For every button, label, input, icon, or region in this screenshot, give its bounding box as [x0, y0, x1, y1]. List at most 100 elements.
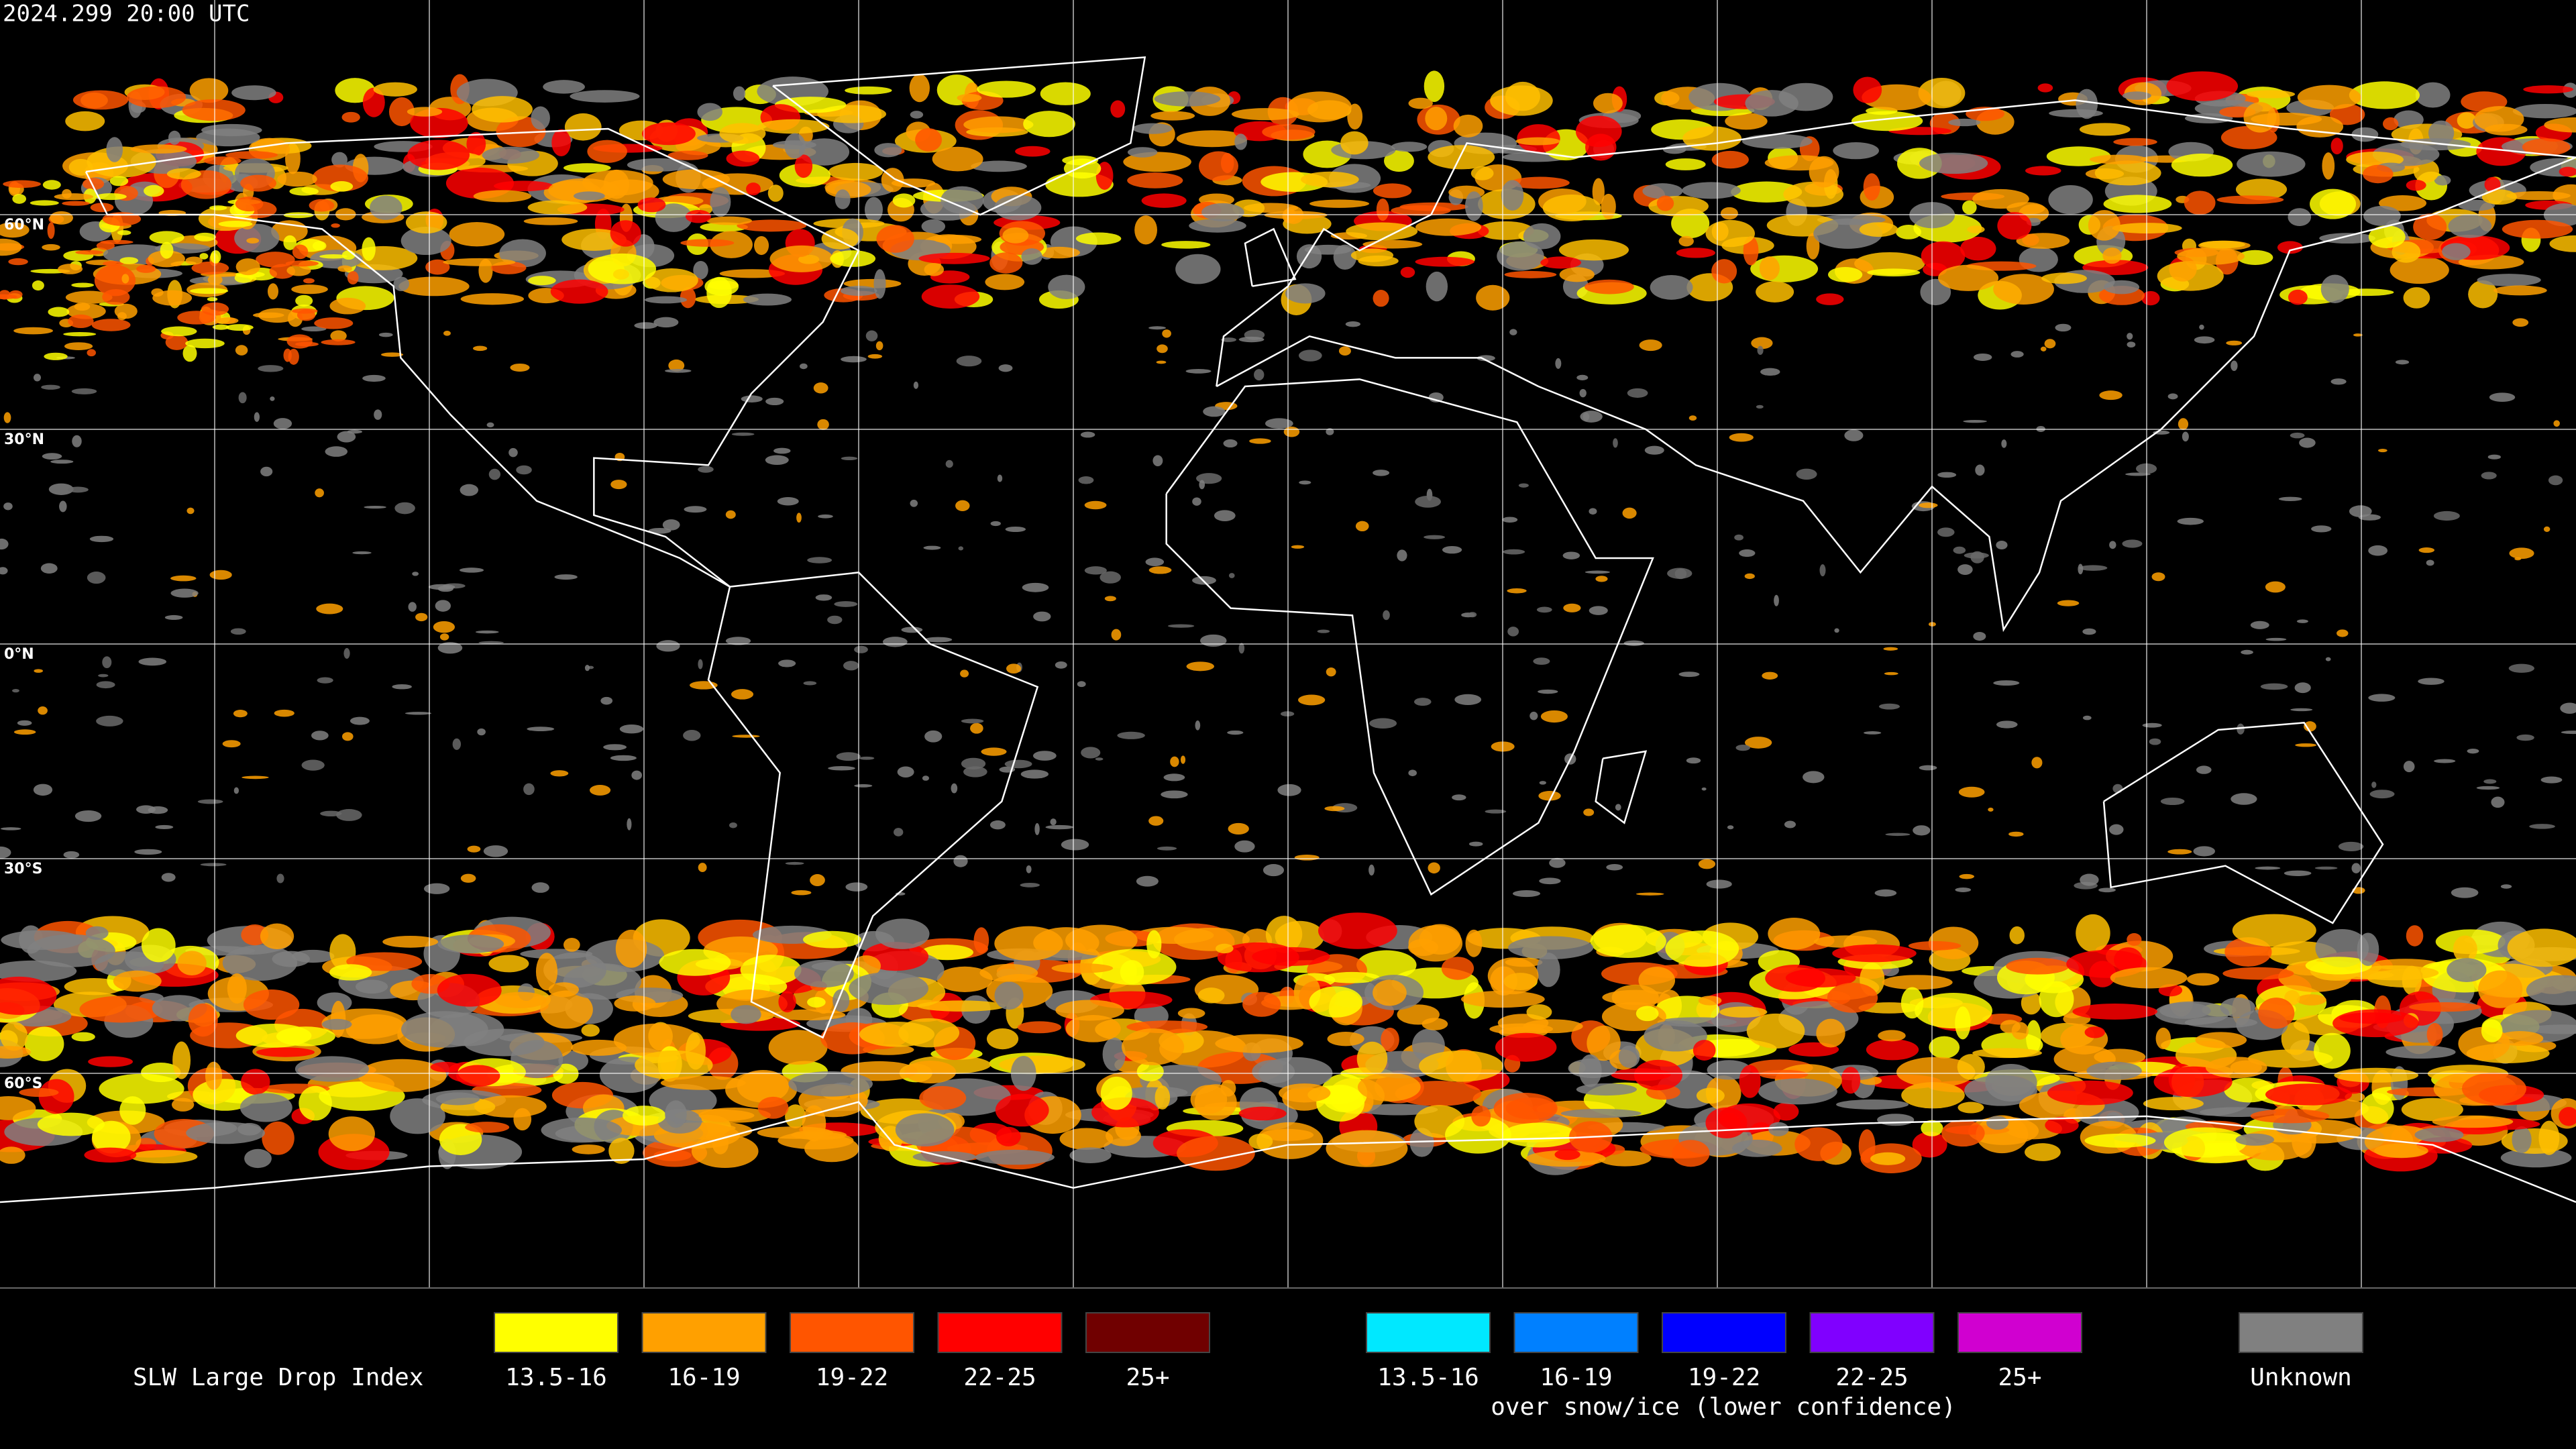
- cloud-patch: [2235, 1133, 2275, 1146]
- cloud-patch: [423, 883, 450, 894]
- cloud-patch: [161, 326, 197, 337]
- cloud-patch: [2265, 581, 2286, 593]
- cloud-patch: [1884, 672, 1898, 676]
- cloud-patch: [329, 297, 366, 315]
- cloud-patch: [1973, 631, 1986, 641]
- cloud-patch: [405, 712, 432, 715]
- cloud-patch: [286, 264, 311, 276]
- cloud-patch: [710, 186, 731, 217]
- cloud-patch: [637, 197, 666, 213]
- cloud-patch: [882, 637, 908, 647]
- cloud-patch: [234, 273, 253, 283]
- cloud-patch: [94, 264, 136, 297]
- cloud-patch: [186, 1122, 265, 1144]
- cloud-patch: [1727, 825, 1734, 830]
- cloud-patch: [664, 369, 692, 373]
- cloud-patch: [2478, 970, 2523, 1008]
- cloud-patch: [1081, 747, 1101, 759]
- cloud-patch: [2237, 250, 2273, 265]
- timestamp: 2024.299 20:00 UTC: [3, 1, 250, 28]
- cloud-patch: [1986, 1116, 2009, 1130]
- cloud-patch: [1542, 195, 1601, 221]
- cloud-patch: [1729, 433, 1754, 442]
- cloud-patch: [662, 169, 731, 190]
- coastline: [707, 572, 1039, 1039]
- cloud-patch: [1739, 1065, 1761, 1098]
- cloud-patch: [743, 293, 792, 306]
- cloud-patch: [1816, 1018, 1845, 1048]
- cloud-patch: [785, 1104, 806, 1129]
- cloud-patch: [449, 221, 505, 247]
- cloud-patch: [2048, 185, 2093, 215]
- cloud-patch: [130, 1150, 198, 1164]
- cloud-patch: [1120, 960, 1144, 985]
- coastline: [1244, 227, 1297, 287]
- cloud-patch: [74, 810, 102, 822]
- cloud-patch: [1682, 182, 1741, 199]
- cloud-patch: [849, 971, 929, 1006]
- cloud-patch: [161, 873, 176, 882]
- cloud-patch: [587, 140, 627, 163]
- cloud-patch: [1896, 1057, 1976, 1087]
- cloud-patch: [330, 181, 354, 192]
- cloud-patch: [319, 254, 347, 259]
- cloud-patch: [170, 575, 197, 582]
- cloud-patch: [1032, 751, 1057, 761]
- cloud-patch: [2559, 1107, 2576, 1126]
- cloud-patch: [1227, 730, 1244, 735]
- cloud-patch: [2461, 1072, 2526, 1105]
- cloud-patch: [1618, 1045, 1640, 1068]
- cloud-patch: [1768, 918, 1821, 950]
- cloud-patch: [337, 431, 356, 443]
- cloud-patch: [465, 1122, 510, 1133]
- cloud-patch: [1960, 236, 1996, 261]
- cloud-patch: [918, 252, 990, 264]
- cloud-patch: [297, 309, 316, 321]
- cloud-patch: [460, 293, 525, 305]
- cloud-patch: [37, 1112, 105, 1136]
- cloud-patch: [719, 269, 786, 278]
- cloud-patch: [1477, 221, 1534, 240]
- cloud-patch: [390, 1098, 445, 1134]
- cloud-patch: [698, 1107, 771, 1123]
- cloud-patch: [778, 659, 796, 667]
- cloud-patch: [960, 669, 969, 678]
- cloud-patch: [301, 326, 327, 331]
- cloud-patch: [17, 720, 32, 726]
- cloud-patch: [813, 382, 828, 394]
- cloud-patch: [352, 551, 372, 555]
- cloud-patch: [1065, 924, 1138, 956]
- cloud-patch: [1110, 100, 1126, 118]
- cloud-patch: [72, 435, 82, 447]
- cloud-patch: [875, 341, 883, 351]
- cloud-patch: [527, 200, 588, 215]
- cloud-patch: [200, 863, 227, 867]
- legend-label: 22-25: [963, 1364, 1036, 1391]
- cloud-patch: [1962, 200, 1977, 215]
- coastline: [772, 56, 1146, 216]
- cloud-patch: [260, 466, 273, 477]
- cloud-patch: [1783, 181, 1844, 207]
- cloud-patch: [799, 363, 808, 370]
- cloud-patch: [2037, 83, 2053, 93]
- cloud-patch: [1134, 215, 1158, 245]
- cloud-patch: [2246, 90, 2296, 99]
- cloud-patch: [1996, 720, 2018, 729]
- cloud-patch: [1583, 808, 1595, 816]
- cloud-patch: [550, 279, 608, 304]
- cloud-patch: [273, 418, 292, 429]
- cloud-patch: [2453, 935, 2477, 963]
- cloud-patch: [1069, 1147, 1112, 1164]
- cloud-patch: [1238, 643, 1245, 654]
- cloud-patch: [2220, 997, 2255, 1018]
- cloud-patch: [1470, 166, 1494, 180]
- cloud-patch: [2325, 657, 2331, 661]
- cloud-patch: [807, 997, 826, 1008]
- cloud-patch: [508, 447, 518, 458]
- cloud-patch: [1223, 439, 1238, 448]
- cloud-patch: [494, 991, 547, 1008]
- cloud-patch: [2401, 1097, 2463, 1122]
- cloud-patch: [2414, 1127, 2464, 1142]
- cloud-patch: [2350, 965, 2439, 981]
